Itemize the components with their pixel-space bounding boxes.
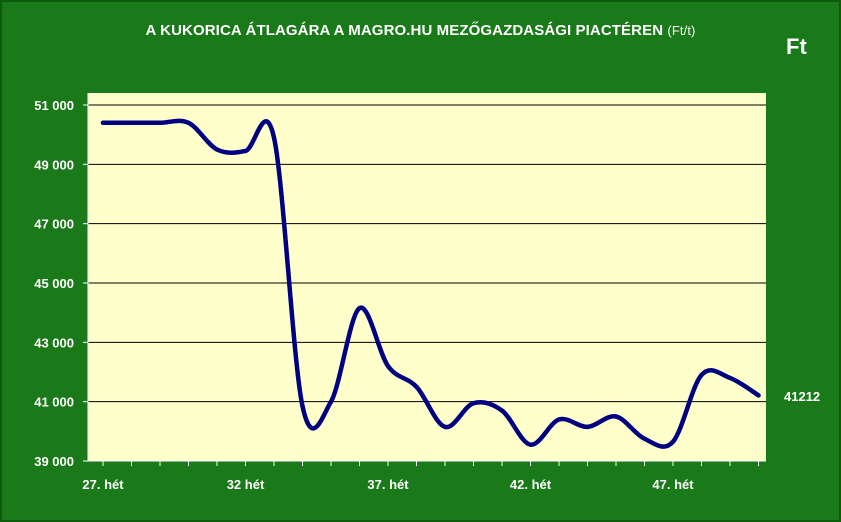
chart-title-main: A KUKORICA ÁTLAGÁRA A MAGRO.HU MEZŐGAZDA… [145, 22, 664, 39]
y-unit-label: Ft [786, 34, 807, 59]
data-point [385, 363, 391, 369]
grid-lines [88, 104, 766, 403]
data-point [300, 403, 305, 409]
y-tick-label: 51 000 [34, 98, 74, 113]
x-tick-label: 47. hét [652, 477, 694, 492]
data-point [243, 148, 248, 154]
data-point [499, 408, 505, 413]
data-point [556, 417, 562, 422]
last-value-label: 41212 [784, 389, 821, 404]
data-point [670, 439, 676, 444]
data-point [471, 400, 476, 406]
data-point [699, 372, 704, 378]
chart-title-unit: (Ft/t) [667, 23, 696, 38]
y-tick-label: 39 000 [34, 454, 74, 469]
x-tick-label: 27. hét [82, 477, 124, 492]
data-point [271, 135, 277, 140]
data-point [100, 120, 106, 126]
data-point [357, 306, 362, 311]
y-tick-label: 47 000 [34, 217, 74, 232]
data-point [214, 147, 220, 152]
data-point [528, 442, 533, 447]
x-tick-label: 42. hét [510, 477, 552, 492]
data-point [756, 393, 761, 398]
x-axis: 27. hét 32 hét 37. hét 42. hét 47. hét [82, 460, 766, 492]
data-point [186, 120, 191, 126]
data-point [129, 120, 134, 126]
y-tick-label: 41 000 [34, 395, 74, 410]
y-tick-label: 49 000 [34, 157, 74, 172]
data-point [642, 436, 647, 441]
x-tick-label: 37. hét [367, 477, 409, 492]
data-point [157, 120, 163, 126]
data-point [328, 399, 334, 404]
data-point [585, 424, 590, 430]
data-point [613, 414, 619, 419]
y-tick-label: 43 000 [34, 335, 74, 350]
data-point [414, 384, 419, 390]
chart-title: A KUKORICA ÁTLAGÁRA A MAGRO.HU MEZŐGAZDA… [0, 22, 841, 39]
series-group [100, 118, 761, 449]
y-axis: 39 000 41 000 43 000 45 000 47 000 49 000 51 0… [34, 93, 89, 469]
x-tick-label: 32 hét [227, 477, 265, 492]
data-point [442, 424, 448, 430]
data-point [727, 375, 733, 381]
y-tick-label: 45 000 [34, 276, 74, 291]
